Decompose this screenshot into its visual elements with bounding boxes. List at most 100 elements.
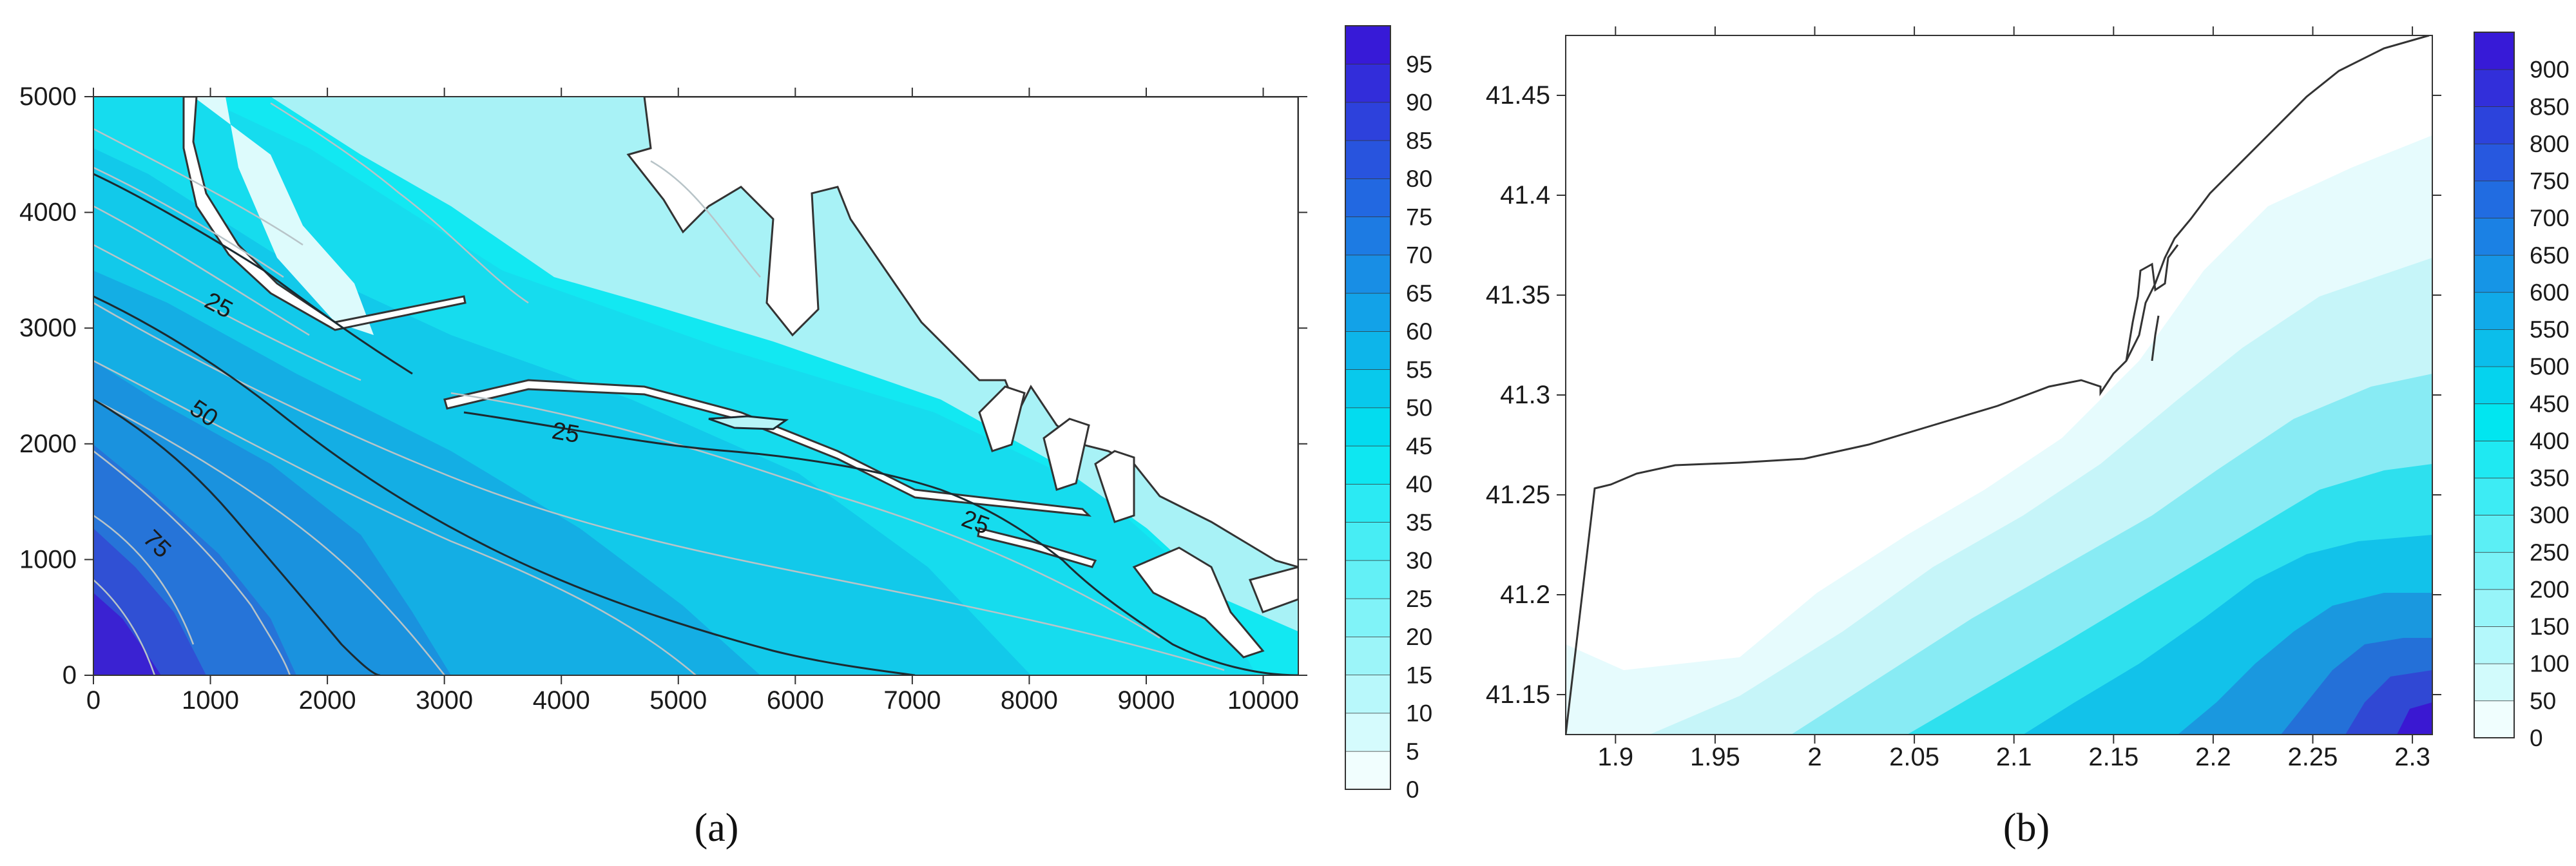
panel-a-colorbar-segment — [1345, 102, 1390, 140]
panel-a-x-tick-label: 1000 — [182, 686, 239, 715]
panel-b-x-tick-label: 1.9 — [1597, 743, 1633, 771]
panel-a-colorbar: 0 5 10 15 20 25 30 35 40 45 50 55 60 65 70 75 80 85 90 95 — [1345, 25, 1432, 803]
panel-a-x-tick-label: 10000 — [1227, 686, 1299, 715]
panel-a-colorbar-tick-label: 45 — [1406, 433, 1432, 459]
panel-b-colorbar-segment — [2474, 329, 2514, 367]
panel-b-colorbar-tick-label: 250 — [2530, 539, 2570, 566]
panel-b-colorbar-segment — [2474, 626, 2514, 664]
panel-b-colorbar-tick-label: 450 — [2530, 390, 2570, 417]
panel-a-x-tick-label: 8000 — [1001, 686, 1058, 715]
panel-b-depth-band-900 — [2397, 702, 2432, 735]
panel-b-colorbar-segment — [2474, 440, 2514, 478]
panel-a-plot-area: 25 50 75 25 25 — [93, 97, 1298, 675]
panel-b-y-tick-label: 41.4 — [1500, 181, 1550, 209]
panel-b-colorbar-tick-label: 700 — [2530, 205, 2570, 231]
panel-a-colorbar-tick-label: 75 — [1406, 204, 1432, 230]
panel-b-axes: 1.9 1.95 2 2.05 2.1 2.15 2.2 2.25 2.3 41.15 41.2 41… — [1486, 26, 2441, 771]
panel-a-land — [626, 97, 1298, 568]
panel-b-colorbar-segment — [2474, 403, 2514, 441]
panel-b-colorbar-tick-label: 100 — [2530, 651, 2570, 677]
panel-a-x-tick-label: 4000 — [533, 686, 590, 715]
panel-a-contour-label-4: 25 — [550, 418, 581, 449]
panel-a-x-tick-label: 5000 — [649, 686, 707, 715]
panel-b-colorbar-segment — [2474, 663, 2514, 701]
panel-b-colorbar-segment — [2474, 218, 2514, 255]
panel-a-colorbar-tick-label: 35 — [1406, 509, 1432, 535]
panel-a-axes: 0 1000 2000 3000 4000 5000 6000 7000 8000 9000 100… — [19, 82, 1307, 715]
panel-a-colorbar-segment — [1345, 216, 1390, 255]
panel-b-y-tick-label: 41.3 — [1500, 381, 1550, 409]
panel-a-colorbar-segment — [1345, 675, 1390, 713]
panel-b-y-tick-label: 41.25 — [1486, 481, 1550, 509]
panel-a-y-tick-label: 0 — [62, 661, 77, 689]
panel-b-port-outline — [2125, 244, 2179, 361]
panel-b-y-tick-label: 41.45 — [1486, 81, 1550, 110]
panel-b-colorbar-segment — [2474, 69, 2514, 107]
panel-a-colorbar-tick-label: 30 — [1406, 548, 1432, 574]
panel-b-colorbar-tick-label: 900 — [2530, 57, 2570, 83]
panel-a-x-tick-label: 0 — [86, 686, 101, 715]
panel-a-colorbar-tick-label: 0 — [1406, 776, 1419, 803]
panel-b-colorbar-tick-label: 600 — [2530, 279, 2570, 305]
panel-b-colorbar-tick-label: 200 — [2530, 576, 2570, 602]
panel-b-plot-area — [1566, 35, 2432, 735]
panel-a-colorbar-segment — [1345, 598, 1390, 637]
panel-a-minor-contours — [93, 102, 1225, 675]
panel-b-colorbar-tick-label: 300 — [2530, 502, 2570, 528]
panel-a-x-tick-label: 7000 — [883, 686, 941, 715]
panel-b-y-tick-label: 41.35 — [1486, 281, 1550, 309]
panel-a-colorbar-segment — [1345, 140, 1390, 178]
panel-b: 1.9 1.95 2 2.05 2.1 2.15 2.2 2.25 2.3 41.15 41.2 41… — [1486, 26, 2570, 850]
panel-b-colorbar-tick-label: 0 — [2530, 725, 2543, 751]
panel-a-dock-1 — [978, 385, 1026, 452]
panel-a-x-tick-label: 3000 — [416, 686, 473, 715]
panel-a-colorbar-tick-label: 95 — [1406, 51, 1432, 77]
panel-a-colorbar-segment — [1345, 445, 1390, 484]
panel-b-x-tick-label: 2.15 — [2088, 743, 2139, 771]
panel-b-x-tick-label: 2.05 — [1889, 743, 1939, 771]
panel-b-colorbar-tick-label: 500 — [2530, 354, 2570, 380]
panel-a-colorbar-tick-label: 10 — [1406, 700, 1432, 727]
panel-b-colorbar-tick-label: 50 — [2530, 688, 2556, 714]
panel-a-colorbar-segment — [1345, 637, 1390, 675]
panel-a-colorbar-tick-label: 40 — [1406, 471, 1432, 497]
panel-b-colorbar-segment — [2474, 515, 2514, 552]
panel-a-island-2 — [977, 527, 1097, 568]
panel-a-colorbar-segment — [1345, 713, 1390, 751]
panel-a-colorbar-segment — [1345, 560, 1390, 599]
panel-a-x-tick-label: 2000 — [299, 686, 356, 715]
panel-b-colorbar-segment — [2474, 477, 2514, 515]
panel-b-colorbar: 0 50 100 150 200 250 300 350 400 450 500 550 600 650 7… — [2474, 32, 2570, 751]
panel-b-colorbar-segment — [2474, 292, 2514, 330]
panel-a-y-tick-label: 2000 — [19, 430, 77, 458]
panel-a-dock-2 — [1043, 418, 1090, 491]
panel-b-colorbar-segment — [2474, 366, 2514, 404]
panel-b-colorbar-segment — [2474, 700, 2514, 738]
panel-b-colorbar-tick-label: 800 — [2530, 131, 2570, 157]
panel-a-colorbar-segment — [1345, 64, 1390, 102]
panel-b-x-tick-label: 2 — [1807, 743, 1821, 771]
panel-b-x-tick-label: 2.3 — [2394, 743, 2430, 771]
panel-b-colorbar-tick-label: 650 — [2530, 242, 2570, 269]
panel-b-x-tick-label: 2.1 — [1996, 743, 2032, 771]
panel-a-colorbar-tick-label: 70 — [1406, 242, 1432, 269]
panel-b-colorbar-segment — [2474, 255, 2514, 293]
panel-a-colorbar-segment — [1345, 331, 1390, 370]
panel-a-colorbar-tick-label: 80 — [1406, 166, 1432, 192]
panel-b-colorbar-frame — [2474, 32, 2515, 738]
panel-a-colorbar-segment — [1345, 751, 1390, 789]
panel-b-caption: (b) — [2003, 806, 2050, 850]
panel-a-y-tick-label: 5000 — [19, 82, 77, 111]
panel-a-very-shallow-water — [193, 97, 374, 335]
panel-b-y-tick-label: 41.15 — [1486, 680, 1550, 709]
panel-a-colorbar-tick-label: 85 — [1406, 128, 1432, 154]
panel-a-breakwater-2 — [443, 379, 1092, 517]
panel-b-colorbar-segment — [2474, 143, 2514, 181]
panel-a-x-tick-label: 6000 — [767, 686, 824, 715]
panel-a-island-1 — [708, 415, 789, 430]
panel-a-colorbar-segment — [1345, 407, 1390, 446]
panel-a: 25 50 75 25 25 0 1000 2000 3000 4000 5000 6000… — [19, 25, 1432, 850]
panel-a-colorbar-segment — [1345, 484, 1390, 523]
panel-a-colorbar-segment — [1345, 293, 1390, 331]
